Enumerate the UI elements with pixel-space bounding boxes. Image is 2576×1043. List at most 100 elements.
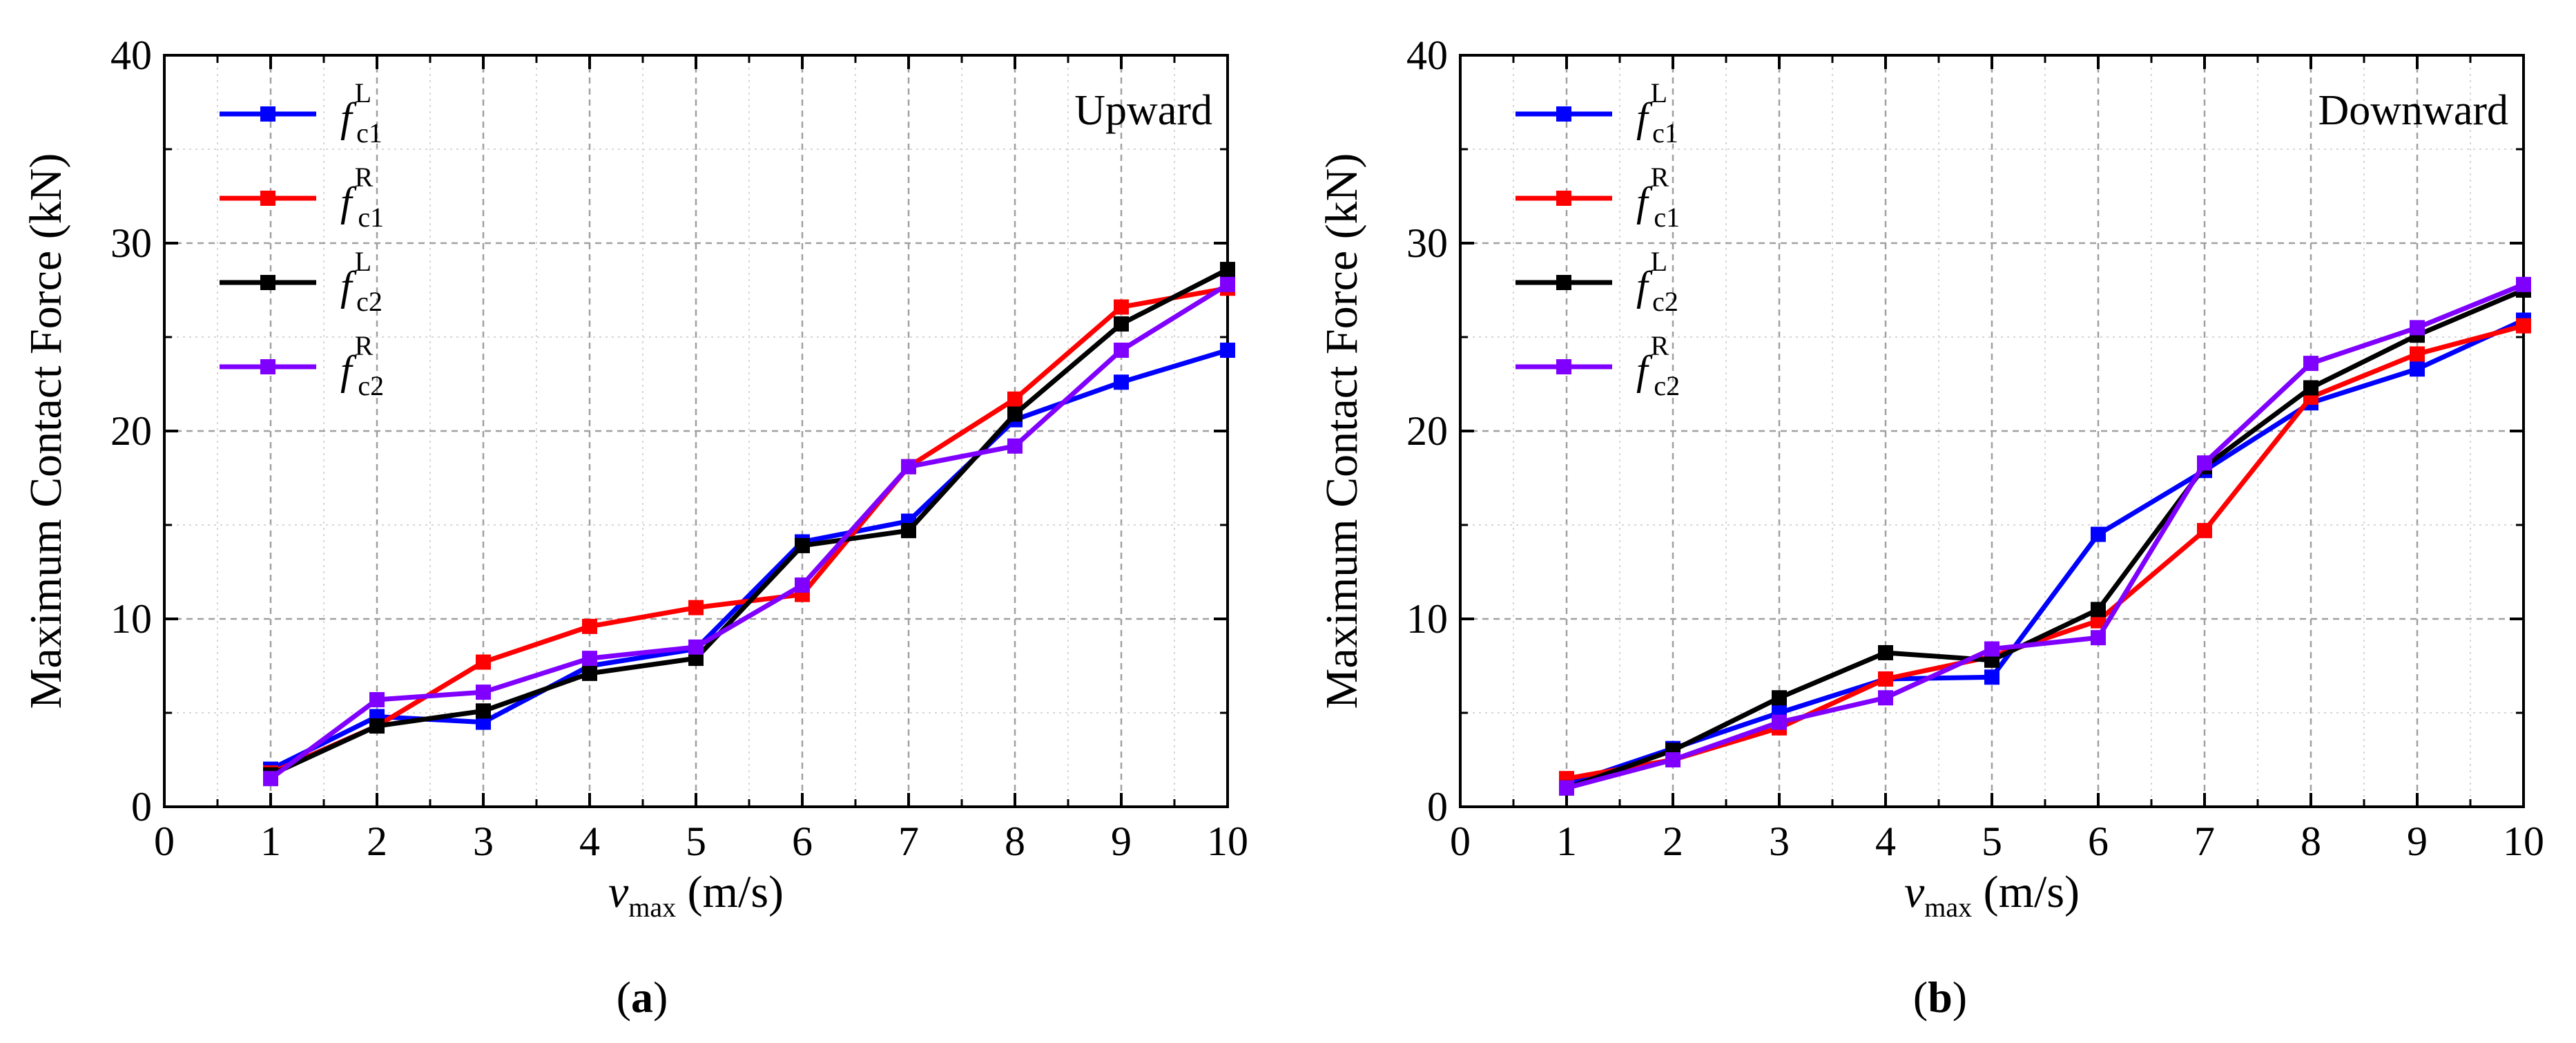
panel-label-open: (	[1913, 973, 1928, 1022]
legend-label-fc1R: fR c1	[1636, 162, 1680, 233]
x-axis-symbol: v	[608, 867, 629, 917]
y-tick-label: 40	[110, 32, 152, 78]
data-point-fc2L	[901, 523, 916, 539]
series-fc2L	[1559, 283, 2531, 796]
legend-superscript: L	[355, 246, 371, 277]
legend-label-fc1L: fL c1	[340, 77, 382, 149]
legend-label-fc1L: fL c1	[1636, 77, 1678, 149]
legend-subscript: c2	[1652, 286, 1678, 317]
x-tick-label: 7	[898, 819, 919, 864]
legend-superscript: L	[1651, 77, 1667, 108]
data-point-fc2R	[1772, 714, 1787, 730]
data-point-fc1R	[2516, 318, 2531, 334]
series-line-fc2L	[1565, 287, 2525, 791]
data-point-fc1R	[1007, 391, 1023, 407]
data-point-fc2L	[582, 665, 597, 681]
legend-superscript: R	[355, 162, 374, 193]
x-axis-title: vmax (m/s)	[1904, 867, 2080, 923]
x-tick-label: 4	[579, 819, 600, 864]
series-fc1L	[1559, 312, 2531, 792]
annotation: Downward	[2318, 87, 2509, 134]
data-point-fc2L	[476, 703, 491, 719]
panel-label: (a)	[617, 973, 668, 1022]
legend-subscript: c1	[1652, 117, 1678, 149]
data-point-fc2R	[2516, 276, 2531, 292]
data-point-fc2L	[1114, 316, 1129, 332]
panel-label-letter: a	[631, 973, 653, 1022]
data-point-fc1L	[1114, 374, 1129, 390]
data-point-fc2R	[2303, 356, 2318, 372]
legend-marker-fc2R	[260, 359, 275, 374]
x-tick-label: 6	[792, 819, 813, 864]
x-tick-label: 9	[2407, 819, 2428, 864]
data-point-fc2R	[2410, 320, 2425, 336]
x-tick-label: 0	[154, 819, 175, 864]
data-point-fc1L	[1220, 343, 1235, 358]
data-point-fc1R	[1114, 299, 1129, 315]
data-point-fc2L	[1007, 406, 1023, 422]
legend-subscript: c1	[356, 117, 382, 149]
data-point-fc2L	[1878, 644, 1893, 660]
panel-label-open: (	[617, 973, 631, 1022]
data-point-fc2R	[476, 685, 491, 700]
x-axis-symbol: v	[1904, 867, 1925, 917]
legend-superscript: R	[355, 330, 374, 361]
y-tick-label: 0	[131, 784, 152, 830]
panel-label-letter: b	[1928, 973, 1953, 1022]
legend-superscript: R	[1651, 162, 1669, 193]
series-fc2L	[263, 262, 1235, 783]
data-point-fc2R	[1559, 780, 1574, 796]
data-point-fc2R	[688, 639, 704, 655]
legend-marker-fc2R	[1556, 359, 1571, 374]
data-point-fc2L	[2091, 602, 2106, 618]
data-point-fc1R	[476, 654, 491, 670]
data-point-fc2R	[1220, 276, 1235, 292]
data-point-fc2R	[795, 577, 810, 593]
panel-label: (b)	[1913, 973, 1967, 1022]
x-tick-label: 1	[260, 819, 281, 864]
data-point-fc2R	[2197, 455, 2212, 471]
series-line-fc1R	[1566, 323, 2524, 781]
data-point-fc2L	[369, 718, 385, 734]
x-axis-unit: (m/s)	[676, 867, 784, 917]
x-tick-label: 10	[1207, 819, 1248, 864]
data-point-fc1L	[2091, 526, 2106, 542]
data-point-fc2R	[2091, 630, 2106, 646]
data-point-fc1R	[582, 618, 597, 634]
y-tick-label: 30	[110, 220, 152, 266]
legend-marker-fc1L	[1556, 106, 1571, 122]
x-tick-label: 2	[367, 819, 387, 864]
annotation: Upward	[1074, 87, 1212, 134]
x-tick-label: 10	[2503, 819, 2544, 864]
y-tick-label: 30	[1406, 220, 1448, 266]
legend-subscript: c1	[358, 202, 384, 233]
series-line-fc1L	[1565, 318, 2525, 787]
grid	[164, 55, 1228, 807]
legend-label-fc2L: fL c2	[1636, 246, 1678, 317]
data-point-fc2R	[1878, 690, 1893, 706]
panel-label-close: )	[653, 973, 668, 1022]
series-fc2R	[263, 276, 1235, 787]
legend-marker-fc2L	[1556, 275, 1571, 290]
chart-panel-a: 0 1 2 3 4 5 6 7 8 9 10 0 10 20 30 40 vmax (m/s) Maximum C…	[21, 32, 1248, 1022]
data-point-fc1L	[1984, 669, 1999, 685]
x-tick-label: 8	[2301, 819, 2321, 864]
legend-subscript: c2	[356, 286, 382, 317]
x-tick-label: 7	[2194, 819, 2215, 864]
data-point-fc2L	[1220, 262, 1235, 278]
legend-label-fc2L: fL c2	[340, 246, 382, 317]
x-tick-label: 2	[1663, 819, 1683, 864]
data-point-fc1R	[2197, 523, 2212, 539]
legend-marker-fc1R	[1556, 191, 1571, 206]
data-point-fc1R	[688, 600, 704, 615]
data-point-fc2R	[582, 651, 597, 667]
data-point-fc2R	[263, 771, 278, 787]
x-axis-subscript: max	[1924, 892, 1972, 923]
x-axis-subscript: max	[628, 892, 676, 923]
series-line-fc2L	[269, 267, 1229, 777]
legend-subscript: c1	[1654, 202, 1680, 233]
legend-marker-fc2L	[260, 275, 275, 290]
series-line-fc2R	[269, 282, 1229, 781]
